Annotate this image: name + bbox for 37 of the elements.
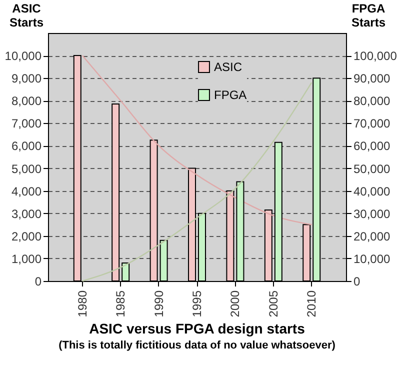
y-tick-label: 1,000 <box>11 252 42 266</box>
y2-tick-label: 70,000 <box>354 116 391 131</box>
text: ASIC versus FPGA design starts <box>89 320 306 337</box>
y-tick-label: 4,000 <box>11 184 42 198</box>
x-tick-label: 2010 <box>304 290 319 318</box>
y2-tick-label: 10,000 <box>354 252 391 266</box>
y-axis-title: ASIC Starts <box>9 2 44 30</box>
y2-tick-label: 90,000 <box>354 72 391 86</box>
y-tick-label: 6,000 <box>11 139 42 154</box>
line-series <box>82 82 312 282</box>
y2-tick-label: 20,000 <box>354 229 391 244</box>
y-tick-label: 2,000 <box>11 229 42 244</box>
x-tick-label: 1985 <box>114 290 128 318</box>
y-tick-label: 0 <box>34 274 42 288</box>
legend-label: ASIC <box>214 60 242 74</box>
y2-tick-label: 50,000 <box>354 162 391 176</box>
legend-label: FPGA <box>214 88 247 102</box>
y-tick-label: 9,000 <box>11 72 42 86</box>
line-series <box>82 54 312 226</box>
y2-tick-label: 0 <box>354 274 360 288</box>
x-tick-label: 1990 <box>152 290 166 318</box>
x-tick-label: 2000 <box>228 290 242 318</box>
text: (This is totally fictitious data of no value whatsoever) <box>58 340 336 352</box>
x-tick-label: 1995 <box>190 290 204 318</box>
x-tick-label: 1980 <box>75 290 90 318</box>
y2-tick-label: 60,000 <box>354 139 391 154</box>
y2-axis-title: FPGA Starts <box>351 2 386 30</box>
x-tick-label: 2005 <box>266 290 280 318</box>
y2-tick-label: 40,000 <box>354 184 391 198</box>
y-tick-label: 10,000 <box>4 49 42 64</box>
y-tick-label: 7,000 <box>11 116 42 131</box>
y2-tick-label: 100,000 <box>354 49 398 64</box>
y2-tick-label: 80,000 <box>354 94 391 108</box>
y-tick-label: 5,000 <box>11 162 42 176</box>
y-tick-label: 3,000 <box>11 206 42 221</box>
y-tick-label: 8,000 <box>11 94 42 108</box>
y2-tick-label: 30,000 <box>354 206 391 221</box>
